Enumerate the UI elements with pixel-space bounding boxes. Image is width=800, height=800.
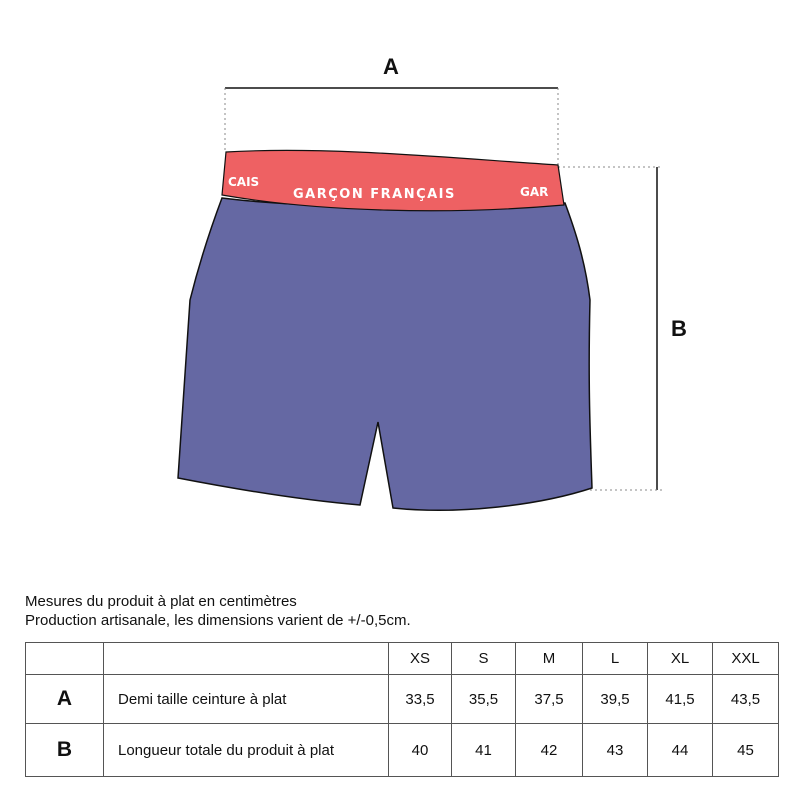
table-row: A Demi taille ceinture à plat 33,5 35,5 … xyxy=(25,674,779,724)
size-header: S xyxy=(451,642,516,675)
waistband-print-center: GARÇON FRANÇAIS xyxy=(293,187,456,202)
cell: 41,5 xyxy=(647,674,713,724)
waistband-print-left: CAIS xyxy=(228,175,259,189)
cell: 35,5 xyxy=(451,674,516,724)
row-label: Longueur totale du produit à plat xyxy=(103,723,389,777)
dimension-a xyxy=(224,87,559,165)
label-a: A xyxy=(383,54,399,79)
table-header-row: XS S M L XL XXL xyxy=(25,642,779,675)
measurement-note: Mesures du produit à plat en centimètres xyxy=(25,593,297,610)
size-header: XXL xyxy=(712,642,779,675)
size-header: XS xyxy=(388,642,452,675)
cell: 37,5 xyxy=(515,674,583,724)
size-table: XS S M L XL XXL A Demi taille ceinture à… xyxy=(25,642,779,777)
table-row: B Longueur totale du produit à plat 40 4… xyxy=(25,723,779,777)
cell: 40 xyxy=(388,723,452,777)
cell: 33,5 xyxy=(388,674,452,724)
waistband xyxy=(221,149,565,212)
shorts-body xyxy=(177,197,593,511)
cell: 44 xyxy=(647,723,713,777)
size-header: M xyxy=(515,642,583,675)
cell: 42 xyxy=(515,723,583,777)
cell: 43 xyxy=(582,723,648,777)
dimension-b xyxy=(558,166,662,491)
cell: 45 xyxy=(712,723,779,777)
cell: 41 xyxy=(451,723,516,777)
cell: 43,5 xyxy=(712,674,779,724)
size-header: XL xyxy=(647,642,713,675)
label-b: B xyxy=(671,316,687,341)
cell: 39,5 xyxy=(582,674,648,724)
tolerance-note: Production artisanale, les dimensions va… xyxy=(25,612,411,629)
waistband-print-right: GAR xyxy=(520,185,548,199)
size-header: L xyxy=(582,642,648,675)
row-label: Demi taille ceinture à plat xyxy=(103,674,389,724)
row-key: B xyxy=(25,723,104,777)
shorts-illustration: CAIS GARÇON FRANÇAIS GAR xyxy=(177,87,662,511)
row-key: A xyxy=(25,674,104,724)
